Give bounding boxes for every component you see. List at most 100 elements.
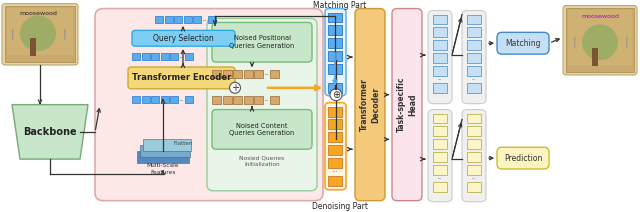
Bar — [174, 17, 182, 23]
Text: Denoising Part: Denoising Part — [312, 202, 368, 211]
Bar — [467, 40, 481, 50]
Bar — [467, 114, 481, 123]
Bar — [132, 96, 140, 103]
Bar — [170, 96, 178, 103]
Bar — [467, 165, 481, 175]
Text: Noised Content
Queries Generation: Noised Content Queries Generation — [229, 123, 294, 136]
Bar — [328, 132, 342, 142]
Bar — [161, 96, 168, 103]
FancyBboxPatch shape — [462, 11, 486, 104]
FancyBboxPatch shape — [325, 8, 346, 96]
Bar — [143, 139, 191, 151]
Bar — [433, 165, 447, 175]
Text: Transformer
Decoder: Transformer Decoder — [360, 78, 380, 131]
Bar — [212, 70, 221, 78]
Bar — [467, 139, 481, 149]
Text: Nosied Queries
Initialization: Nosied Queries Initialization — [239, 155, 285, 167]
Bar — [243, 96, 253, 104]
Bar — [254, 70, 263, 78]
Bar — [30, 38, 36, 56]
Bar — [140, 145, 190, 157]
Bar — [433, 126, 447, 136]
Bar — [193, 17, 201, 23]
Bar — [568, 10, 632, 65]
FancyBboxPatch shape — [207, 18, 317, 191]
Bar — [328, 25, 342, 35]
Bar — [433, 139, 447, 149]
Bar — [328, 107, 342, 117]
Bar — [328, 38, 342, 48]
Bar — [269, 96, 278, 104]
Bar — [184, 96, 193, 103]
Bar — [328, 145, 342, 155]
Bar — [141, 53, 150, 60]
Bar — [184, 17, 191, 23]
Text: |: | — [10, 28, 14, 39]
Circle shape — [582, 24, 618, 60]
Text: moosewood: moosewood — [581, 14, 619, 19]
Text: Task-specific
Head: Task-specific Head — [397, 77, 417, 132]
Bar — [328, 51, 342, 61]
Bar — [233, 70, 242, 78]
FancyBboxPatch shape — [95, 8, 323, 201]
Bar — [433, 40, 447, 50]
Circle shape — [230, 82, 241, 93]
Bar — [433, 83, 447, 93]
Text: ...: ... — [264, 71, 269, 77]
Bar — [7, 8, 73, 55]
FancyBboxPatch shape — [563, 6, 637, 75]
Bar — [328, 176, 342, 186]
FancyBboxPatch shape — [462, 110, 486, 202]
Bar — [141, 96, 150, 103]
Bar — [269, 70, 278, 78]
FancyBboxPatch shape — [2, 4, 78, 65]
Text: ...: ... — [472, 175, 476, 180]
Bar — [328, 64, 342, 74]
Text: |: | — [572, 37, 576, 47]
Text: Multi-Scale
Features: Multi-Scale Features — [147, 163, 179, 175]
FancyBboxPatch shape — [128, 67, 235, 89]
Bar — [433, 152, 447, 162]
Bar — [328, 120, 342, 129]
Bar — [170, 53, 178, 60]
FancyBboxPatch shape — [428, 110, 452, 202]
FancyBboxPatch shape — [212, 110, 312, 149]
Text: Matching Part: Matching Part — [314, 1, 367, 10]
Bar — [137, 151, 189, 163]
Text: |: | — [62, 28, 66, 39]
FancyBboxPatch shape — [325, 103, 346, 190]
Bar — [207, 17, 216, 23]
Bar — [132, 53, 140, 60]
Bar — [467, 83, 481, 93]
Bar — [433, 114, 447, 123]
Text: Backbone: Backbone — [23, 127, 77, 137]
FancyBboxPatch shape — [132, 30, 235, 46]
Bar — [467, 66, 481, 76]
Bar — [467, 152, 481, 162]
Bar — [433, 27, 447, 37]
Polygon shape — [12, 105, 88, 159]
Bar — [212, 96, 221, 104]
Bar — [243, 70, 253, 78]
FancyBboxPatch shape — [428, 11, 452, 104]
Text: ...: ... — [202, 17, 207, 22]
FancyBboxPatch shape — [212, 22, 312, 62]
Circle shape — [330, 89, 342, 101]
Bar — [328, 158, 342, 168]
Bar — [151, 53, 159, 60]
Text: Noised Positional
Queries Generation: Noised Positional Queries Generation — [229, 35, 294, 49]
Text: ...: ... — [438, 76, 442, 81]
Bar — [223, 70, 232, 78]
Bar — [467, 182, 481, 192]
Bar — [467, 126, 481, 136]
FancyBboxPatch shape — [355, 8, 385, 201]
Bar — [151, 96, 159, 103]
Bar — [433, 14, 447, 24]
Text: +: + — [231, 83, 239, 93]
Text: moosewood: moosewood — [19, 11, 57, 16]
Circle shape — [20, 15, 56, 51]
Bar — [433, 66, 447, 76]
Bar — [433, 182, 447, 192]
Text: ...: ... — [472, 76, 476, 81]
Bar — [161, 53, 168, 60]
